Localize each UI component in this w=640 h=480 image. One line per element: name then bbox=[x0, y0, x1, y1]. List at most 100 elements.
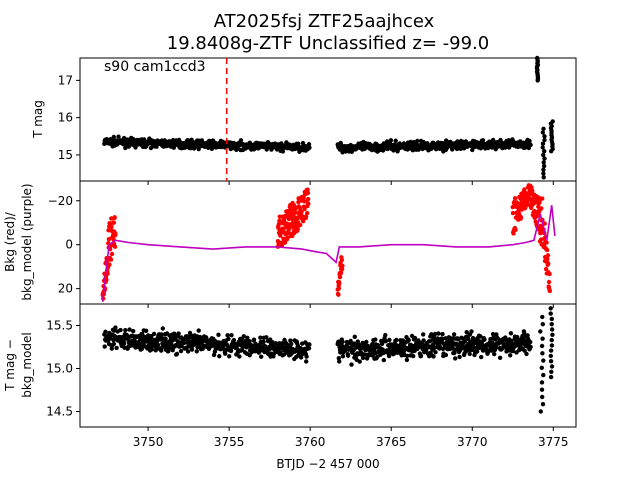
data-point bbox=[196, 328, 201, 333]
data-point bbox=[245, 335, 250, 340]
data-point bbox=[352, 334, 357, 339]
data-point bbox=[127, 327, 132, 332]
bkg-point bbox=[295, 216, 300, 221]
data-point bbox=[163, 336, 168, 341]
data-point bbox=[237, 354, 242, 359]
data-point bbox=[194, 349, 199, 354]
data-point bbox=[440, 331, 445, 337]
y-tick-label: 15.5 bbox=[46, 319, 73, 333]
data-point bbox=[372, 351, 378, 356]
data-point bbox=[548, 311, 553, 316]
data-point bbox=[187, 330, 193, 336]
data-point bbox=[394, 337, 399, 343]
data-point bbox=[541, 160, 546, 165]
data-point bbox=[227, 354, 232, 359]
bkg-point bbox=[112, 215, 117, 220]
bkg-point bbox=[518, 215, 524, 220]
data-point bbox=[345, 353, 351, 358]
y-tick-label: 15 bbox=[58, 148, 73, 162]
data-point bbox=[185, 349, 191, 354]
middle-panel-plot bbox=[100, 183, 556, 302]
data-point bbox=[474, 349, 480, 354]
data-point bbox=[541, 152, 546, 158]
data-point bbox=[261, 339, 266, 345]
data-point bbox=[550, 119, 555, 124]
data-point bbox=[412, 335, 418, 341]
data-point bbox=[102, 344, 107, 349]
data-point bbox=[155, 342, 161, 347]
bkg-point bbox=[525, 201, 530, 206]
data-point bbox=[179, 335, 184, 340]
data-point bbox=[249, 350, 254, 355]
data-point bbox=[288, 338, 293, 343]
data-point bbox=[497, 355, 503, 360]
y-tick-label: 17 bbox=[58, 73, 73, 87]
data-point bbox=[535, 55, 540, 61]
bkg-point bbox=[522, 187, 527, 192]
bkg-point bbox=[305, 210, 310, 216]
data-point bbox=[471, 337, 476, 342]
bkg-point bbox=[108, 257, 114, 262]
data-point bbox=[231, 337, 237, 343]
data-point bbox=[478, 334, 483, 339]
bkg-point bbox=[305, 187, 310, 192]
axes-ticks: 15 16 17 20 0 −20 14.5 15.0 15.5 3750 3755 3760 3765… bbox=[46, 73, 568, 449]
data-point bbox=[154, 144, 159, 149]
data-point bbox=[541, 163, 547, 169]
data-point bbox=[527, 138, 532, 144]
data-point bbox=[166, 349, 171, 354]
data-point bbox=[541, 171, 546, 176]
data-point bbox=[229, 333, 234, 338]
data-point bbox=[469, 329, 474, 334]
data-point bbox=[541, 126, 546, 131]
data-point bbox=[451, 332, 457, 337]
data-point bbox=[226, 336, 231, 342]
data-point bbox=[349, 362, 354, 367]
top-panel-ylabel: T mag bbox=[31, 100, 45, 139]
chart-title-line1: AT2025fsj ZTF25aajhcex bbox=[214, 11, 435, 32]
data-point bbox=[348, 338, 353, 344]
data-point bbox=[151, 331, 157, 337]
bkg-point bbox=[545, 253, 551, 258]
bottom-panel-frame bbox=[79, 303, 577, 428]
data-point bbox=[373, 337, 378, 342]
data-point bbox=[405, 353, 410, 359]
data-point bbox=[139, 346, 144, 352]
bkg-point bbox=[340, 263, 345, 268]
data-point bbox=[385, 139, 390, 144]
data-point bbox=[549, 343, 555, 348]
data-point bbox=[337, 359, 342, 364]
bkg-point bbox=[544, 247, 550, 253]
bkg-point bbox=[293, 210, 298, 215]
bkg-point bbox=[547, 288, 552, 294]
data-point bbox=[176, 331, 181, 336]
data-point bbox=[458, 146, 463, 151]
data-point bbox=[541, 167, 546, 172]
data-point bbox=[490, 331, 496, 337]
bkg-point bbox=[109, 224, 114, 229]
data-point bbox=[462, 339, 467, 344]
data-point bbox=[419, 341, 425, 347]
data-point bbox=[228, 348, 234, 354]
data-point bbox=[144, 328, 149, 333]
data-point bbox=[196, 146, 201, 152]
data-point bbox=[540, 351, 545, 356]
data-point bbox=[528, 142, 533, 148]
data-point bbox=[181, 340, 187, 346]
data-point bbox=[340, 354, 346, 359]
bkg-point bbox=[113, 231, 118, 236]
data-point bbox=[211, 352, 217, 358]
y-tick-label: −20 bbox=[48, 194, 73, 208]
data-point bbox=[307, 145, 312, 150]
data-point bbox=[415, 138, 420, 144]
data-point bbox=[508, 353, 513, 358]
data-point bbox=[406, 337, 411, 343]
data-point bbox=[515, 334, 520, 340]
x-tick-label: 3760 bbox=[295, 435, 326, 449]
data-point bbox=[123, 328, 128, 333]
data-point bbox=[540, 394, 545, 400]
data-point bbox=[131, 328, 136, 334]
bkg-point bbox=[546, 279, 552, 285]
data-point bbox=[114, 345, 119, 351]
data-point bbox=[307, 342, 312, 347]
